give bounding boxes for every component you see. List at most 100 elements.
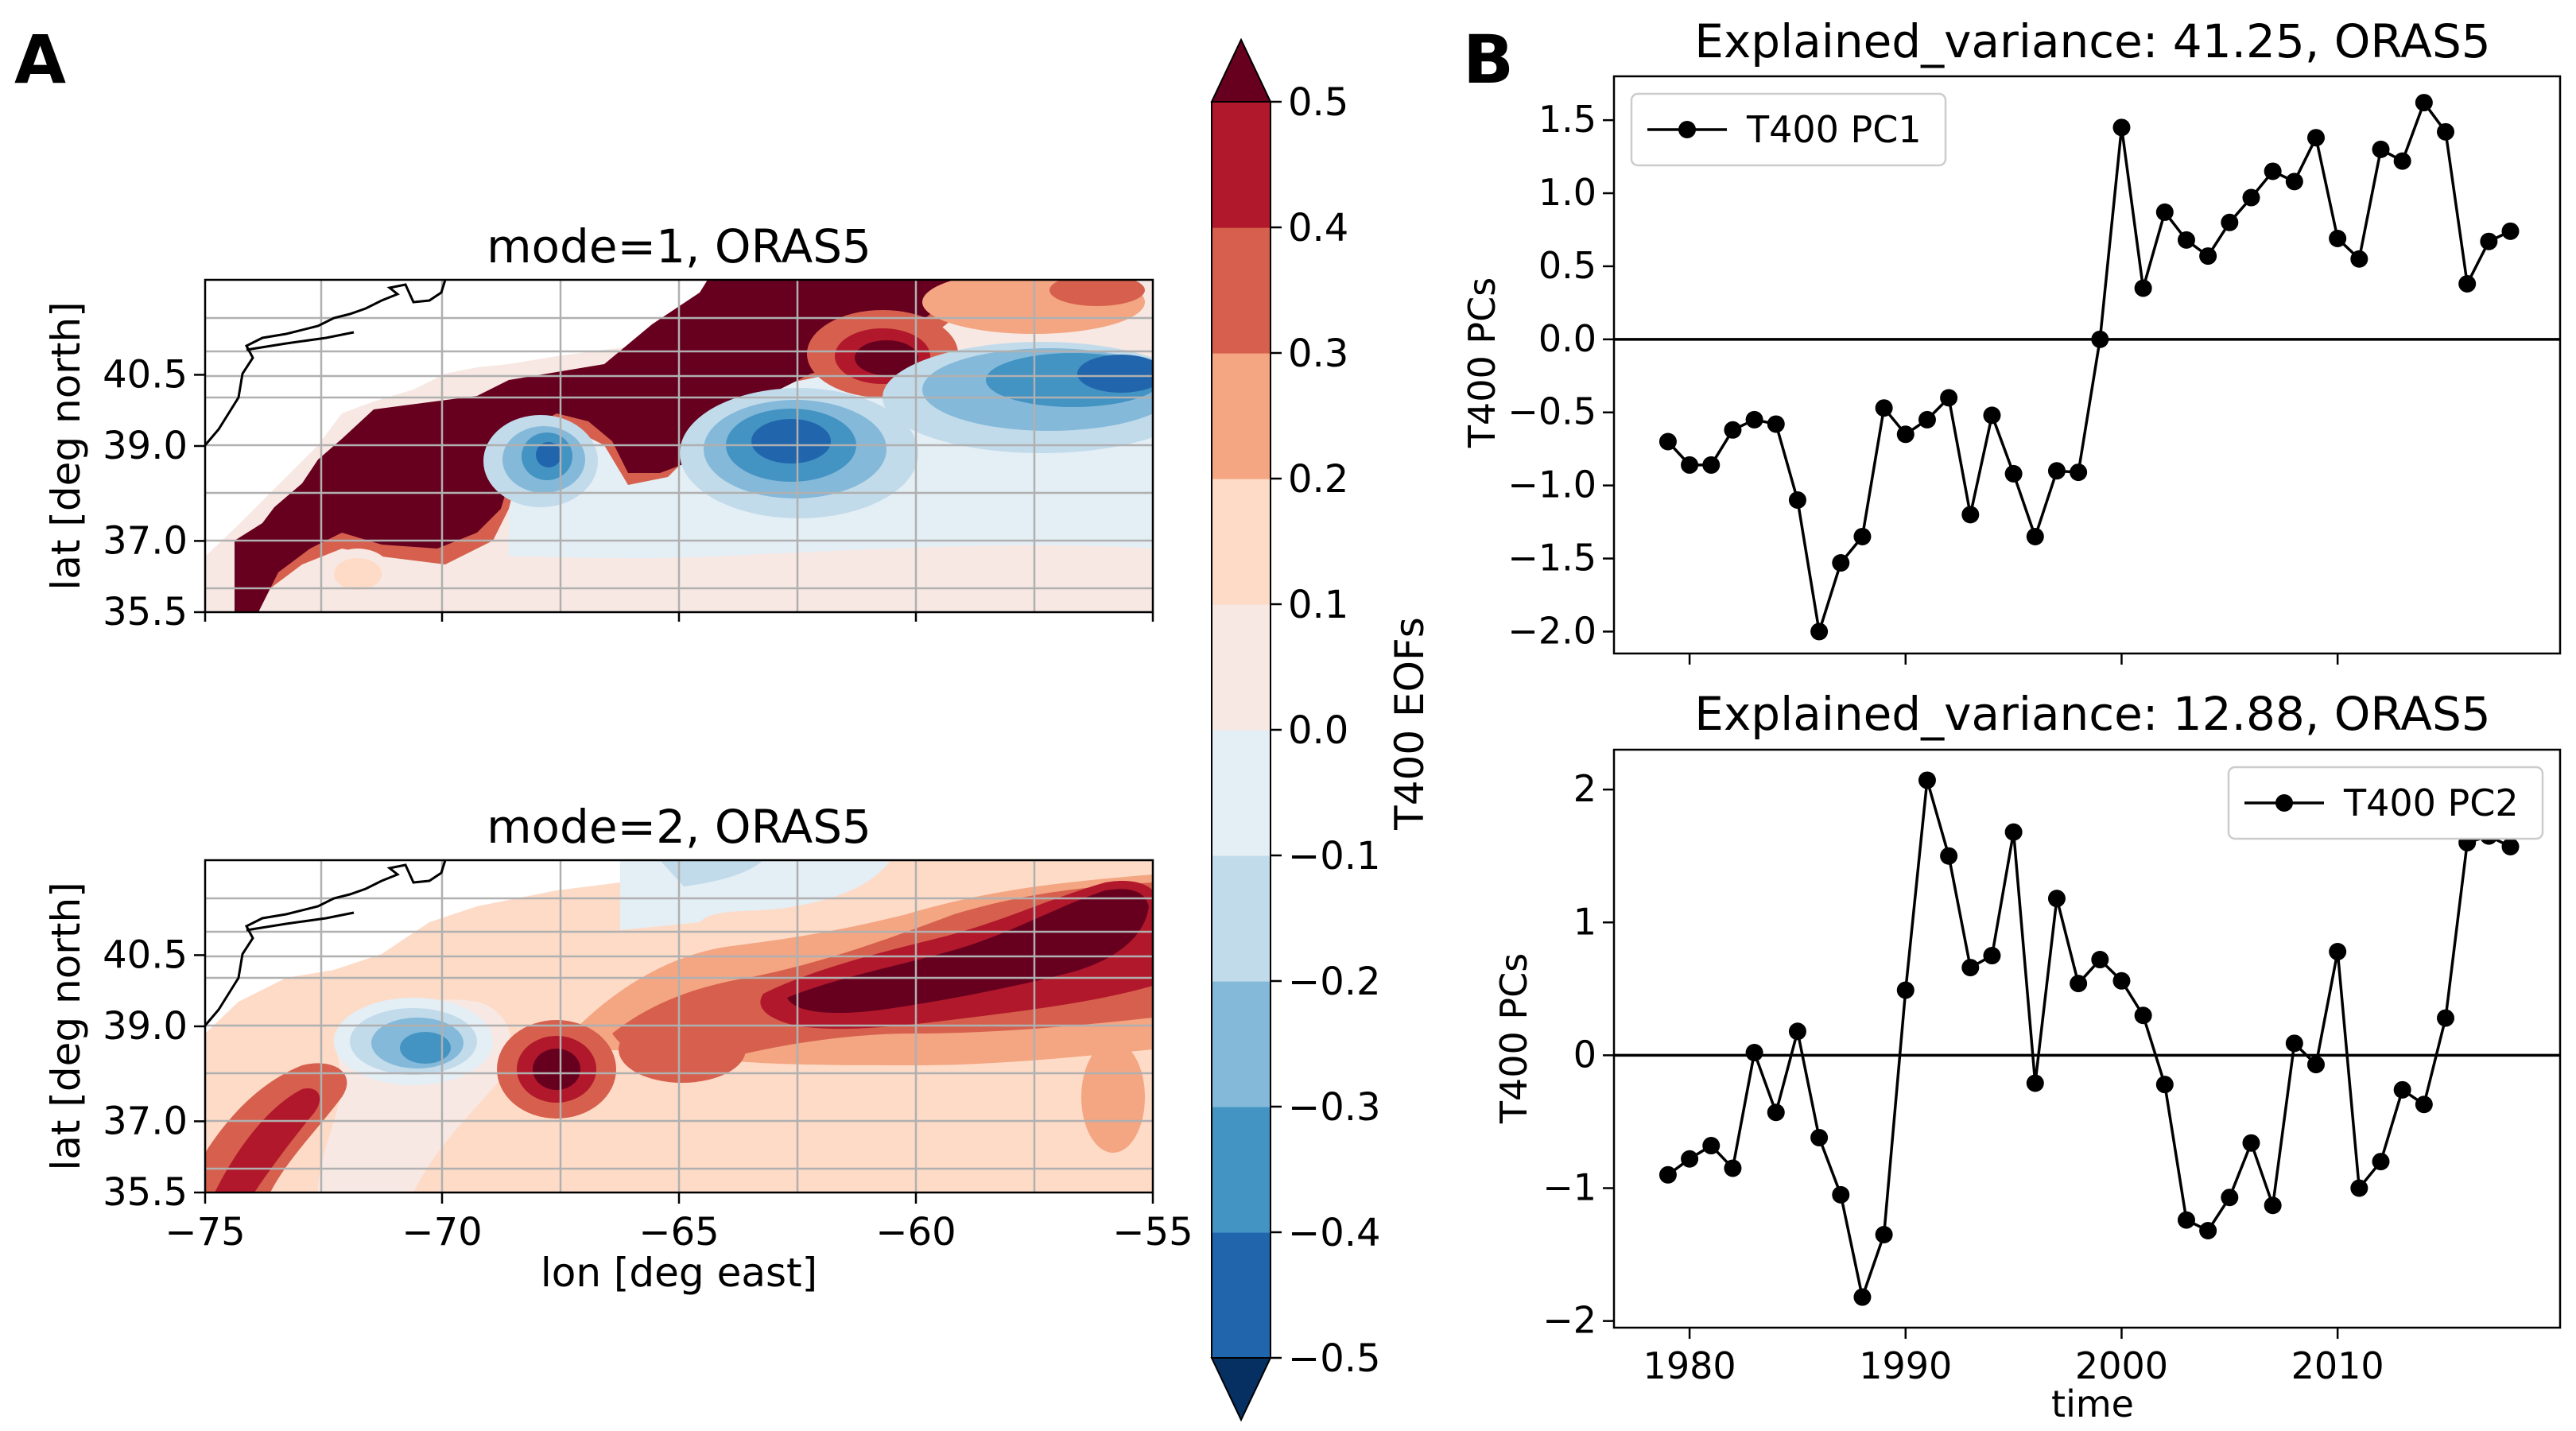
data-point	[1853, 527, 1872, 545]
ytick-label: 35.5	[103, 590, 188, 634]
data-point	[2480, 232, 2498, 250]
data-point	[2047, 462, 2066, 480]
data-point	[1788, 1022, 1806, 1041]
data-point	[2501, 838, 2520, 856]
pc2-panel: Explained_variance: 12.88, ORAS5 T400 PC…	[1492, 687, 2562, 1425]
data-point	[2155, 1076, 2174, 1094]
data-point	[1810, 1129, 1829, 1147]
colorbar-tick-label: 0.1	[1288, 583, 1348, 627]
data-point	[1767, 1103, 1785, 1122]
colorbar-segment	[1212, 981, 1271, 1107]
ytick-label: 0	[1573, 1033, 1596, 1076]
data-point	[2047, 890, 2066, 908]
data-point	[1788, 491, 1806, 510]
map2-xlabel: lon [deg east]	[541, 1250, 817, 1296]
colorbar-segment	[1212, 604, 1271, 731]
data-point	[2134, 279, 2152, 297]
pc2-ylabel: T400 PCs	[1492, 953, 1535, 1124]
data-point	[1832, 1185, 1850, 1204]
data-point	[2004, 823, 2023, 841]
data-point	[1832, 554, 1850, 572]
xtick-label: 1990	[1859, 1344, 1952, 1387]
map-mode1: mode=1, ORAS5	[43, 219, 1154, 634]
data-point	[2264, 1196, 2282, 1215]
ytick-label: 2	[1573, 767, 1596, 810]
ytick-label: 40.5	[103, 933, 188, 977]
colorbar-segment	[1212, 102, 1271, 228]
panel-a-label: A	[14, 21, 66, 99]
data-point	[2221, 1189, 2239, 1207]
map2-ylabel: lat [deg north]	[43, 882, 89, 1170]
data-point	[2329, 230, 2347, 248]
data-point	[2350, 250, 2368, 268]
map2-title: mode=2, ORAS5	[487, 800, 871, 854]
map2-xticks: −75 −70 −65 −60 −55	[165, 1192, 1193, 1255]
map1-land	[205, 280, 445, 445]
map1-coastline	[205, 280, 447, 446]
colorbar-segment	[1212, 227, 1271, 354]
ytick-label: 39.0	[103, 1004, 188, 1049]
data-point	[2026, 1074, 2044, 1092]
data-point	[2458, 274, 2477, 293]
ytick-label: 1.0	[1538, 171, 1596, 214]
map1-grid	[205, 280, 1153, 612]
pc2-xlabel: time	[2051, 1383, 2134, 1425]
ytick-label: 0.5	[1538, 244, 1596, 287]
data-point	[1918, 410, 1936, 429]
pc1-panel: Explained_variance: 41.25, ORAS5 T400 PC…	[1461, 14, 2562, 665]
colorbar-segment	[1212, 353, 1271, 479]
data-point	[2393, 152, 2411, 170]
data-point	[2393, 1080, 2411, 1099]
ytick-label: 37.0	[103, 518, 188, 563]
data-point	[2242, 1134, 2260, 1152]
data-point	[2285, 173, 2303, 191]
data-point	[1961, 959, 1980, 977]
data-point	[1875, 399, 1893, 417]
data-point	[1724, 421, 1742, 439]
map1-title: mode=1, ORAS5	[487, 219, 871, 273]
xtick-label: −75	[165, 1210, 245, 1255]
data-point	[2372, 140, 2390, 158]
data-point	[1745, 1044, 1763, 1062]
ytick-label: −2.0	[1507, 609, 1596, 652]
colorbar-tick-label: 0.0	[1288, 708, 1348, 753]
map1-ylabel: lat [deg north]	[43, 301, 89, 590]
data-point	[2155, 203, 2174, 221]
data-point	[2199, 1221, 2217, 1239]
pc2-title: Explained_variance: 12.88, ORAS5	[1694, 687, 2490, 741]
data-point	[1681, 456, 1699, 474]
data-point	[2415, 1096, 2433, 1114]
data-point	[1745, 410, 1763, 429]
panel-b-label: B	[1463, 21, 1514, 99]
ytick-label: −1.5	[1507, 537, 1596, 580]
colorbar-tick-label: 0.2	[1288, 457, 1348, 502]
xtick-label: −70	[402, 1210, 482, 1255]
data-point	[1702, 1137, 1721, 1155]
xtick-label: 1980	[1643, 1344, 1736, 1387]
data-point	[1810, 622, 1829, 641]
data-point	[2285, 1034, 2303, 1053]
data-point	[1983, 406, 2001, 425]
data-point	[2112, 971, 2131, 990]
data-point	[2004, 464, 2023, 483]
xtick-label: −65	[638, 1210, 719, 1255]
data-point	[1767, 415, 1785, 433]
colorbar-tick-label: −0.1	[1288, 834, 1381, 878]
data-point	[2350, 1179, 2368, 1197]
data-point	[2177, 231, 2195, 249]
data-point	[2264, 162, 2282, 180]
data-point	[2437, 122, 2455, 141]
data-point	[1940, 389, 1958, 407]
legend: T400 PC1	[1630, 92, 1947, 167]
legend: T400 PC2	[2227, 766, 2544, 840]
ytick-label: 40.5	[103, 352, 188, 397]
data-point	[1853, 1288, 1872, 1306]
data-point	[2091, 951, 2109, 969]
colorbar-segment	[1212, 479, 1271, 605]
series-line	[1666, 99, 2512, 632]
data-point	[1896, 425, 1915, 444]
xtick-label: 2010	[2291, 1344, 2384, 1387]
data-point	[2329, 943, 2347, 961]
data-point	[1875, 1226, 1893, 1244]
